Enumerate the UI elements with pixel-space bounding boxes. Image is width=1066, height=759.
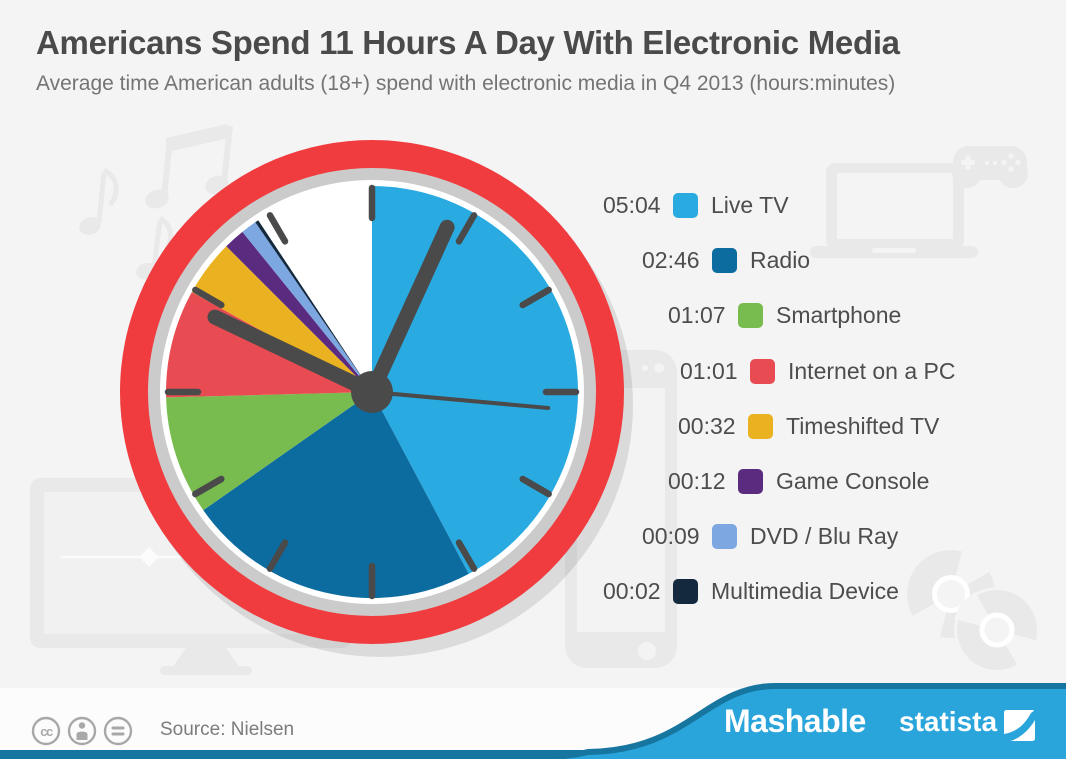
mashable-logo: Mashable (724, 703, 866, 739)
pie-slice-timeshifted-tv (191, 246, 372, 392)
clock-tick (192, 475, 225, 498)
legend-label: Timeshifted TV (786, 412, 940, 439)
cc-license-icons: cc (31, 716, 133, 746)
no-derivatives-icon (103, 716, 133, 746)
clock-tick (519, 475, 552, 498)
page-title: Americans Spend 11 Hours A Day With Elec… (36, 24, 900, 61)
cd-discs-icon (907, 548, 1040, 673)
footer-wave-edge (551, 683, 1066, 759)
legend-time: 01:07 (668, 302, 726, 329)
chart-legend: 05:04 Live TV 02:46 Radio 01:07 Smartphone 01:… (603, 192, 956, 634)
cc-icon: cc (31, 716, 61, 746)
legend-row-multimedia-device: 00:02 Multimedia Device (603, 578, 956, 605)
legend-swatch (738, 468, 763, 494)
page-subtitle: Average time American adults (18+) spend… (36, 72, 896, 95)
game-controller-icon (952, 146, 1028, 188)
pie-slice-dvd-blu-ray (242, 222, 372, 392)
legend-label: DVD / Blu Ray (750, 523, 899, 550)
legend-row-dvd-blu-ray: 00:09 DVD / Blu Ray (642, 523, 956, 550)
legend-label: Live TV (711, 192, 789, 218)
legend-row-smartphone: 01:07 Smartphone (668, 302, 956, 329)
legend-label: Radio (750, 247, 811, 274)
svg-text:cc: cc (40, 724, 53, 739)
pie-slice-radio (203, 392, 469, 598)
clock-tick (266, 539, 289, 572)
legend-label: Game Console (776, 467, 930, 494)
legend-row-internet-on-a-pc: 01:01 Internet on a PC (680, 358, 956, 385)
clock-tick (455, 539, 478, 572)
clock-hub (351, 371, 393, 413)
legend-swatch (712, 248, 737, 274)
laptop-icon (810, 163, 978, 258)
legend-label: Multimedia Device (711, 578, 899, 605)
legend-time: 00:32 (678, 412, 736, 439)
clock-second-hand (370, 390, 551, 410)
legend-row-game-console: 00:12 Game Console (668, 468, 956, 495)
pie-slice-multimedia-device (255, 220, 372, 392)
legend-label: Smartphone (776, 302, 902, 329)
legend-time: 00:02 (603, 578, 661, 605)
legend-swatch (748, 413, 773, 439)
statista-logo: statista (899, 706, 998, 737)
bottom-strip (0, 750, 1066, 759)
clock-minute-hand (364, 219, 455, 400)
legend-row-radio: 02:46 Radio (642, 247, 956, 274)
pie-slice-game-console (226, 231, 372, 392)
legend-swatch (750, 358, 775, 384)
clock-tick (455, 212, 478, 245)
legend-row-live-tv: 05:04 Live TV (603, 192, 956, 219)
legend-time: 00:09 (642, 523, 700, 550)
legend-time: 00:12 (668, 467, 726, 494)
pie-slice-remainder (258, 185, 372, 392)
clock-tick (519, 286, 552, 309)
footer-wave (552, 686, 1066, 759)
legend-swatch (738, 303, 763, 329)
legend-row-timeshifted-tv: 00:32 Timeshifted TV (678, 413, 956, 440)
legend-label: Internet on a PC (788, 357, 956, 384)
clock-hour-hand (207, 309, 380, 400)
statista-glyph-icon (1004, 710, 1035, 741)
source-note: Source: Nielsen (160, 719, 295, 740)
legend-time: 01:01 (680, 357, 738, 384)
clock-tick (266, 212, 289, 245)
legend-time: 05:04 (603, 192, 661, 218)
legend-swatch (712, 524, 737, 550)
legend-swatch (673, 579, 698, 605)
legend-swatch (673, 193, 698, 218)
legend-time: 02:46 (642, 247, 700, 274)
clock-tick (192, 286, 225, 309)
attribution-icon (67, 716, 97, 746)
